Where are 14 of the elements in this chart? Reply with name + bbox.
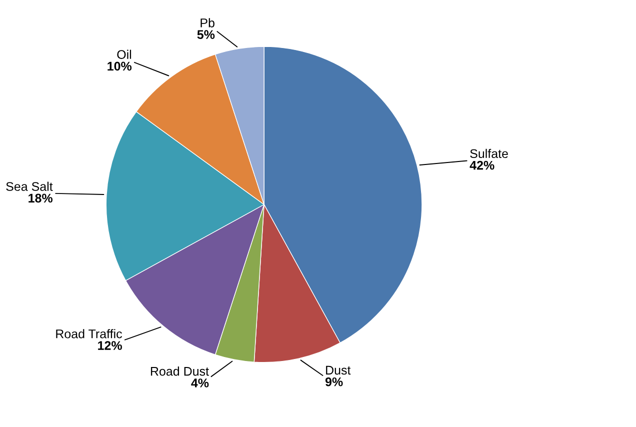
data-label: 42%	[470, 160, 494, 170]
data-label: 9%	[325, 377, 343, 386]
slice-label: Sea Salt	[6, 182, 53, 191]
data-label: 12%	[98, 341, 122, 350]
data-label: 5%	[197, 30, 215, 39]
slice-label: Oil	[117, 50, 132, 59]
data-label: 18%	[28, 194, 53, 203]
data-label: 10%	[108, 62, 132, 71]
slice-label: Dust	[326, 366, 351, 375]
slice-label: Road Traffic	[56, 329, 122, 338]
slice-label: Pb	[200, 18, 214, 28]
slice-label: Sulfate	[470, 148, 508, 158]
data-label: 4%	[191, 378, 209, 388]
slice-label: Road Dust	[150, 366, 209, 376]
